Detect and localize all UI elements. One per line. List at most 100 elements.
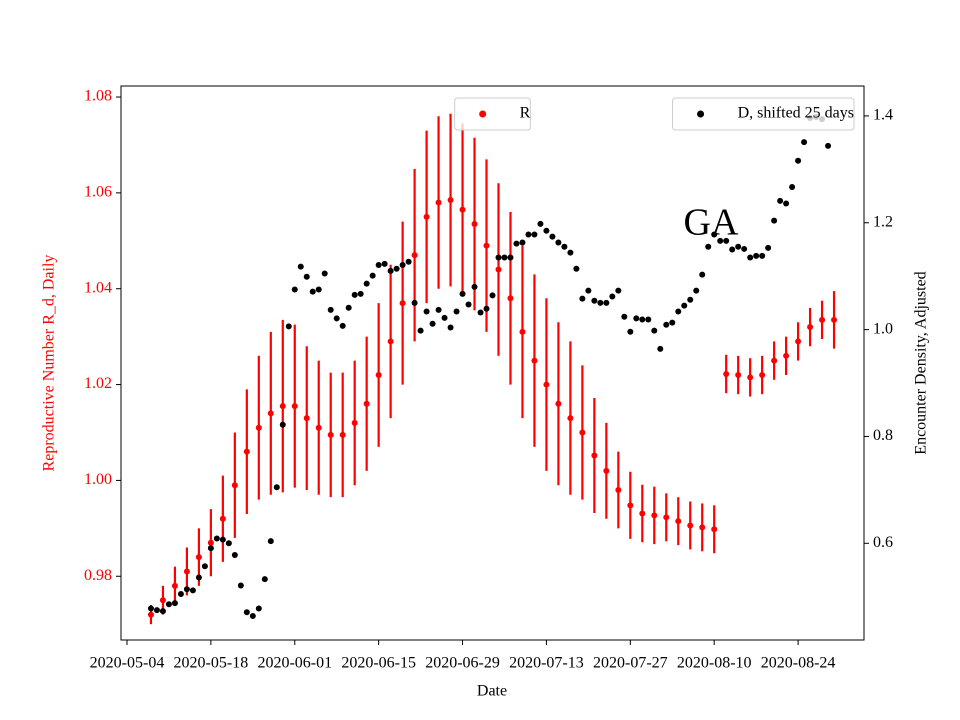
- point: [627, 502, 634, 509]
- point: [627, 328, 634, 335]
- point: [723, 371, 730, 378]
- y-tick-label: 1.08: [84, 88, 112, 105]
- point: [699, 524, 706, 531]
- point: [231, 552, 238, 559]
- point: [171, 600, 178, 607]
- point: [309, 288, 316, 295]
- point: [459, 290, 466, 297]
- point: [795, 157, 802, 164]
- legend: R: [454, 97, 531, 131]
- point: [351, 419, 358, 426]
- point: [687, 522, 694, 529]
- point: [831, 316, 838, 323]
- point: [495, 254, 502, 261]
- point: [363, 280, 370, 287]
- y2-tick-label: 1.0: [873, 320, 893, 337]
- point: [759, 252, 766, 259]
- legend-marker: [697, 110, 705, 118]
- point: [579, 295, 586, 302]
- point: [471, 221, 478, 228]
- point: [567, 249, 574, 256]
- x-tick-label: 2020-08-24: [761, 655, 836, 672]
- point: [159, 608, 166, 615]
- point: [555, 239, 562, 246]
- point: [585, 287, 592, 294]
- point: [321, 270, 328, 277]
- point: [795, 338, 802, 345]
- point: [615, 486, 622, 493]
- point: [723, 237, 730, 244]
- point: [729, 246, 736, 253]
- point: [633, 315, 640, 322]
- point: [543, 381, 550, 388]
- point: [291, 286, 298, 293]
- point: [513, 240, 520, 247]
- y-tick-label: 1.04: [84, 279, 112, 296]
- point: [801, 139, 808, 146]
- point: [327, 431, 334, 438]
- point: [639, 510, 646, 517]
- x-tick-label: 2020-07-13: [509, 655, 584, 672]
- legend: D, shifted 25 days: [672, 97, 855, 131]
- point: [357, 290, 364, 297]
- y-tick-label: 1.06: [84, 184, 112, 201]
- y-tick-label: 0.98: [84, 567, 112, 584]
- point: [477, 309, 484, 316]
- point: [303, 273, 310, 280]
- point: [609, 293, 616, 300]
- annotation: GA: [684, 202, 739, 244]
- point: [507, 295, 514, 302]
- point: [567, 415, 574, 422]
- point: [411, 252, 418, 259]
- point: [441, 314, 448, 321]
- point: [675, 518, 682, 525]
- point: [807, 324, 814, 331]
- point: [447, 324, 454, 331]
- point: [519, 239, 526, 246]
- point: [639, 316, 646, 323]
- point: [369, 272, 376, 279]
- point: [753, 252, 760, 259]
- point: [411, 299, 418, 306]
- point: [165, 601, 172, 608]
- point: [315, 286, 322, 293]
- point: [741, 245, 748, 252]
- y2-tick-label: 1.4: [873, 107, 893, 124]
- point: [219, 536, 226, 543]
- point: [531, 231, 538, 238]
- point: [453, 308, 460, 315]
- point: [621, 313, 628, 320]
- x-tick-label: 2020-05-04: [90, 655, 165, 672]
- x-tick-label: 2020-06-01: [257, 655, 332, 672]
- point: [675, 308, 682, 315]
- point: [375, 371, 382, 378]
- point: [195, 554, 202, 561]
- point: [255, 424, 262, 431]
- point: [267, 538, 274, 545]
- point: [147, 611, 154, 618]
- point: [759, 371, 766, 378]
- point: [303, 415, 310, 422]
- point: [315, 424, 322, 431]
- legend-box: [672, 97, 855, 131]
- point: [183, 568, 190, 575]
- point: [237, 582, 244, 589]
- point: [381, 260, 388, 267]
- point: [339, 431, 346, 438]
- point: [651, 327, 658, 334]
- point: [213, 535, 220, 542]
- point: [555, 400, 562, 407]
- point: [663, 514, 670, 521]
- point: [735, 243, 742, 250]
- point: [549, 233, 556, 240]
- point: [219, 515, 226, 522]
- point: [663, 321, 670, 328]
- point: [471, 283, 478, 290]
- point: [771, 357, 778, 364]
- point: [261, 576, 268, 583]
- point: [279, 421, 286, 428]
- point: [423, 308, 430, 315]
- x-tick-label: 2020-06-29: [425, 655, 500, 672]
- point: [825, 142, 832, 149]
